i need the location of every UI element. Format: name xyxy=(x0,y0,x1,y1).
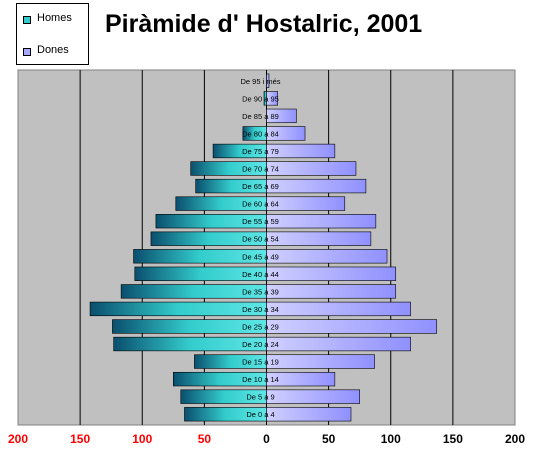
x-tick-labels: 200 150 100 50 0 50 100 150 200 xyxy=(8,432,525,446)
bar-dones xyxy=(266,389,360,404)
bar-dones xyxy=(266,178,367,194)
x-tick-label: 150 xyxy=(70,432,90,446)
chart-title: Piràmide d' Hostalric, 2001 xyxy=(105,10,423,38)
legend-label-homes: Homes xyxy=(37,12,72,24)
x-tick-label: 100 xyxy=(381,432,401,446)
category-label: De 35 a 39 xyxy=(242,287,279,296)
bar-dones xyxy=(266,249,388,264)
category-label: De 45 a 49 xyxy=(242,252,279,261)
category-label: De 50 a 54 xyxy=(242,235,279,244)
legend-swatch-dones xyxy=(23,48,31,56)
category-label: De 0 a 4 xyxy=(246,410,274,419)
x-tick-label: 200 xyxy=(8,432,28,446)
legend-label-dones: Dones xyxy=(37,44,69,56)
category-label: De 80 a 84 xyxy=(242,129,279,138)
bar-dones xyxy=(266,196,346,211)
legend: Homes Dones xyxy=(16,3,89,65)
category-label: De 25 a 29 xyxy=(242,322,279,331)
bar-dones xyxy=(266,354,375,369)
x-tick-label: 0 xyxy=(263,432,270,446)
bar-dones xyxy=(266,407,352,422)
category-label: De 85 a 89 xyxy=(242,112,279,121)
bar-dones xyxy=(266,73,270,88)
x-tick-label: 50 xyxy=(322,432,336,446)
category-label: De 15 a 19 xyxy=(242,358,279,367)
bar-dones xyxy=(266,284,397,299)
bars xyxy=(89,73,438,422)
bar-dones xyxy=(266,91,278,106)
x-tick-label: 100 xyxy=(132,432,152,446)
category-label: De 10 a 14 xyxy=(242,375,279,384)
bar-dones xyxy=(266,214,377,229)
category-label: De 30 a 34 xyxy=(242,305,279,314)
category-label: De 70 a 74 xyxy=(242,165,279,174)
bar-dones xyxy=(266,371,336,387)
bar-dones xyxy=(266,266,397,281)
x-tick-label: 50 xyxy=(198,432,212,446)
bar-dones xyxy=(266,143,336,159)
grid-lines xyxy=(79,70,454,425)
category-label: De 65 a 69 xyxy=(242,182,279,191)
bar-dones xyxy=(266,336,411,352)
bar-dones xyxy=(266,126,306,141)
bar-homes xyxy=(89,301,267,317)
bar-dones xyxy=(266,319,438,334)
category-label: De 75 a 79 xyxy=(242,147,279,156)
x-tick-label: 150 xyxy=(443,432,463,446)
bar-dones xyxy=(266,231,372,246)
bar-dones xyxy=(266,108,297,124)
category-label: De 95 i més xyxy=(240,77,280,86)
category-label: De 5 a 9 xyxy=(246,393,274,402)
x-tick-label: 200 xyxy=(505,432,525,446)
category-label: De 55 a 59 xyxy=(242,217,279,226)
category-label: De 40 a 44 xyxy=(242,270,279,279)
category-label: De 90 a 95 xyxy=(242,94,279,103)
category-label: De 20 a 24 xyxy=(242,340,279,349)
bar-dones xyxy=(266,301,411,317)
legend-swatch-homes xyxy=(23,16,31,24)
bar-dones xyxy=(266,161,357,176)
category-label: De 60 a 64 xyxy=(242,200,279,209)
category-labels: De 0 a 4 De 5 a 9 De 10 a 14 De 15 a 19 De 2… xyxy=(240,77,280,419)
